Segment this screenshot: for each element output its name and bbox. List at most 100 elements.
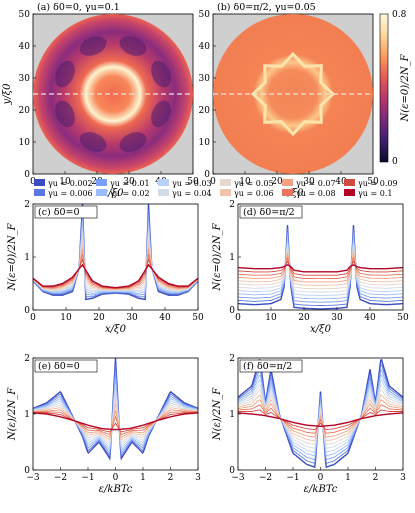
x-tick-label: 3 [400,473,406,483]
x-tick-label: 10 [265,313,277,323]
panel-b-title: (b) δ0=π/2, γu=0.05 [217,2,316,13]
legend-swatch [96,179,107,186]
series-line [238,409,403,431]
panel-a-petal [55,60,75,88]
y-tick-label: 0 [24,466,30,476]
panel-a-petal [151,100,171,128]
panel-a-petal [151,60,171,88]
series-line [238,374,403,457]
legend-entry: γu = 0.006 [48,189,93,198]
panel-c: 0 10 20 30 40 50 0 1 2 (c) δ0=0 x/ξ0 N(ε=0)/2N_F [7,200,204,335]
x-tick-label: 0 [318,473,324,483]
legend-entry: γu = 0.07 [296,179,336,188]
panel-b-xlabel: x/ξ0 [283,188,305,199]
x-tick-label: 20 [271,177,283,187]
x-tick-label: 0 [113,473,119,483]
colorbar-label: N(ε=0)/2N_F [400,53,411,122]
series-line [33,358,198,461]
y-tick-label: 1 [229,410,235,420]
series-line [238,235,403,300]
legend-entry: γu = 0.08 [296,189,336,198]
series-line [33,257,198,289]
legend-entry: γu = 0.1 [358,189,392,198]
series-line [33,263,198,289]
legend-swatch [158,179,169,186]
x-axis-label: x/ξ0 [105,324,127,335]
panel-a-xlabel: x/ξ0 [103,188,125,199]
series-line [33,364,198,457]
legend-swatch [344,179,355,186]
series-line [33,237,198,291]
panel-title-box [239,359,303,373]
y-tick-label: 20 [199,106,211,116]
panel-b-axes: 0 10 20 30 40 50 0 10 20 30 40 50 [199,10,379,187]
x-tick-label: −1 [81,473,94,483]
series-line [33,403,198,441]
series-line [238,239,403,296]
series-line [33,412,198,433]
x-tick-label: 30 [123,177,135,187]
x-tick-label: 50 [187,177,199,187]
panel-title-box [34,205,98,219]
series-line [238,384,403,449]
x-tick-label: −3 [26,473,40,483]
panel-d: 0 10 20 30 40 50 0 1 2 (d) δ0=π/2 x/ξ0 N(ε=0)/2N_F [212,200,409,335]
x-tick-label: 0 [30,313,36,323]
legend-entry: γu = 0.04 [172,189,212,198]
colorbar-max-tick: 0.8 [392,10,407,20]
legend-swatch [344,189,355,196]
x-tick-label: 10 [60,313,72,323]
series-line [238,225,403,310]
x-tick-label: 40 [335,177,347,187]
series-line [33,411,198,436]
x-tick-label: 3 [195,473,201,483]
y-tick-label: 40 [199,42,211,52]
legend-swatch [220,179,231,186]
x-tick-label: −2 [54,473,67,483]
panel-a-title: (a) δ0=0, γu=0.1 [37,2,120,13]
y-tick-label: 1 [229,253,235,263]
series-line [33,253,198,290]
panel-a-petal [79,132,107,152]
x-tick-label: −3 [231,473,245,483]
series-line [33,209,198,298]
x-tick-label: 50 [192,313,204,323]
y-tick-label: 30 [199,74,211,84]
x-axis-label: ε/kBTc [304,484,338,495]
y-tick-label: 10 [19,138,31,148]
x-tick-label: 20 [298,313,310,323]
series-line [238,232,403,303]
series-line [238,404,403,434]
x-tick-label: 0 [235,313,241,323]
series-line [33,220,198,295]
series-line [33,215,198,296]
series-line [33,397,198,444]
series-line [238,228,403,307]
x-tick-label: −1 [286,473,299,483]
colorbar-scale [379,13,389,163]
series-line [33,384,198,449]
x-axis-label: x/ξ0 [310,324,332,335]
y-tick-label: 1 [24,253,30,263]
x-tick-label: 20 [93,313,105,323]
series-line [238,389,403,446]
legend-entry: γu = 0.09 [358,179,398,188]
x-tick-label: 0 [210,177,216,187]
legend-swatch [220,189,231,196]
y-tick-label: 2 [229,200,235,210]
x-tick-label: 50 [397,313,409,323]
y-tick-label: 50 [199,10,211,20]
legend-swatch [282,189,293,196]
series-line [238,359,403,469]
x-tick-label: 30 [331,313,343,323]
panel-a-petal [55,100,75,128]
legend-entry: γu = 0.002 [48,179,93,188]
legend-swatch [282,179,293,186]
panel-title: (c) δ0=0 [38,207,80,218]
series-line [33,390,198,446]
legend-swatch [34,189,45,196]
series-line [238,260,403,276]
y-axis-label: N(ε)/2N_F [212,387,223,441]
